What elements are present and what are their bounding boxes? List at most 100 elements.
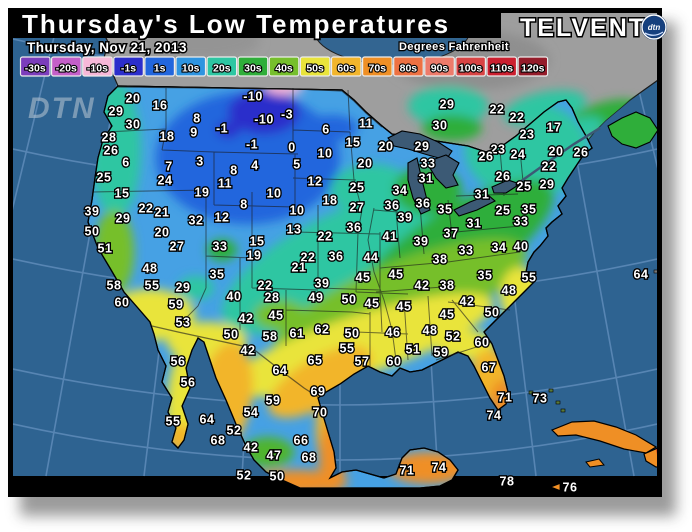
temp-label: 55 [522, 271, 537, 285]
legend-chip-50s [299, 56, 331, 77]
temp-label: 55 [340, 342, 355, 356]
temp-label: 50 [85, 225, 100, 239]
temp-label: 28 [102, 131, 117, 145]
temp-label: 55 [145, 279, 160, 293]
temp-label: 56 [181, 376, 196, 390]
temp-label: 48 [143, 262, 158, 276]
temp-label: 50 [485, 306, 500, 320]
legend-chip-label: 20s [213, 63, 231, 75]
lake-superior [387, 130, 453, 161]
temp-label: 31 [467, 217, 482, 231]
legend-chip-70s [362, 56, 393, 77]
temp-label: 45 [365, 297, 380, 311]
temp-label: 32 [189, 214, 204, 228]
temp-label: 68 [211, 434, 226, 448]
temp-label: 76 [563, 481, 578, 495]
dtn-watermark: DTN [28, 92, 96, 125]
temp-label: 34 [393, 184, 408, 198]
temp-label: 42 [239, 312, 254, 326]
legend-chip-label: -1s [121, 63, 136, 75]
temp-label: 25 [350, 181, 365, 195]
dtn-badge-label: dtn [648, 23, 661, 32]
temp-label: 53 [176, 316, 191, 330]
temp-label: 23 [520, 128, 535, 142]
temp-label: 8 [193, 112, 200, 126]
temp-label: 40 [514, 240, 529, 254]
temp-label: 10 [318, 147, 333, 161]
temp-label: 70 [313, 406, 328, 420]
temp-label: 24 [511, 148, 526, 162]
temp-label: 26 [479, 150, 494, 164]
temp-label: 68 [302, 451, 317, 465]
temp-label: 10 [290, 204, 305, 218]
temp-label: 18 [160, 130, 175, 144]
island-arrow-icon [549, 482, 561, 492]
lake-michigan [407, 157, 431, 215]
temp-label: 33 [213, 240, 228, 254]
temp-label: 21 [292, 261, 307, 275]
nova-scotia [607, 111, 657, 149]
temp-label: 33 [514, 215, 529, 229]
temp-label: 45 [389, 268, 404, 282]
title-banner [12, 12, 501, 38]
legend: -30s -20s -10s -1s 1s 10s 20s 30s 40s 50s 60s 70s 80… [19, 56, 549, 77]
temperature-bands [91, 86, 589, 488]
temp-label: 22 [510, 111, 525, 125]
temp-label: 50 [342, 293, 357, 307]
temp-label: 50 [270, 470, 285, 484]
legend-chip-label: 40s [275, 63, 293, 75]
temp-label: 36 [385, 199, 400, 213]
temp-label: 36 [347, 221, 362, 235]
temp-label: 0 [288, 141, 295, 155]
temp-label: -1 [246, 138, 258, 152]
legend-chip-label: 110s [490, 63, 513, 75]
cuba [550, 420, 657, 454]
jamaica [585, 458, 605, 468]
temp-label: 35 [478, 269, 493, 283]
temp-label: 35 [522, 203, 537, 217]
temp-label: 31 [475, 188, 490, 202]
temp-label: 73 [533, 392, 548, 406]
temp-label: 29 [440, 98, 455, 112]
temp-label: 21 [155, 206, 170, 220]
temp-label: 49 [309, 291, 324, 305]
temp-label: 30 [126, 118, 141, 132]
legend-chip-90s [424, 56, 455, 77]
temp-label: -1 [216, 122, 228, 136]
temp-label: 26 [104, 144, 119, 158]
temp-label: -10 [243, 90, 263, 104]
temp-label: 42 [244, 441, 259, 455]
legend-chip-120s [517, 56, 549, 77]
temp-label: 22 [301, 251, 316, 265]
legend-chip-label: 90s [431, 63, 449, 75]
temp-label: 10 [267, 187, 282, 201]
temp-label: 20 [549, 145, 564, 159]
temp-label: 6 [122, 156, 129, 170]
temp-label: 60 [475, 336, 490, 350]
legend-chip--30s [19, 56, 51, 77]
temp-label: 20 [379, 140, 394, 154]
temp-label: 42 [241, 344, 256, 358]
great-lakes [387, 130, 522, 217]
temp-label: 22 [490, 103, 505, 117]
temp-label: 31 [419, 172, 434, 186]
legend-chip-label: -30s [25, 63, 46, 75]
temp-label: 71 [400, 464, 415, 478]
temp-label: 6 [322, 123, 329, 137]
temp-label: 37 [444, 227, 459, 241]
legend-chip-1s [144, 56, 175, 77]
legend-chip-30s [237, 56, 269, 77]
temp-label: 11 [218, 177, 232, 191]
temp-label: 58 [107, 279, 122, 293]
temp-label: 48 [423, 324, 438, 338]
temp-label: 12 [308, 175, 323, 189]
temp-label: 74 [487, 409, 502, 423]
temp-label: 22 [139, 202, 154, 216]
temp-label: 29 [540, 178, 555, 192]
temp-label: 50 [224, 328, 239, 342]
temp-label: 26 [496, 170, 511, 184]
temp-label: 7 [165, 160, 172, 174]
temp-label: 57 [355, 355, 370, 369]
date-label: Thursday, Nov 21, 2013 [27, 40, 187, 55]
temp-label: 45 [356, 271, 371, 285]
